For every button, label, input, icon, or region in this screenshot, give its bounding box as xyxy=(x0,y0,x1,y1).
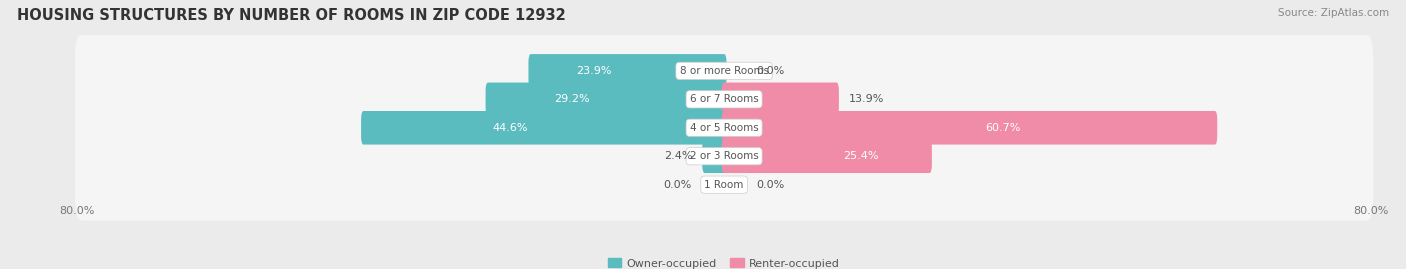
Text: 0.0%: 0.0% xyxy=(756,66,785,76)
FancyBboxPatch shape xyxy=(75,149,1374,221)
Text: 13.9%: 13.9% xyxy=(849,94,884,104)
Text: 23.9%: 23.9% xyxy=(576,66,612,76)
FancyBboxPatch shape xyxy=(721,111,1218,144)
FancyBboxPatch shape xyxy=(721,139,932,173)
FancyBboxPatch shape xyxy=(75,121,1374,192)
Text: 2 or 3 Rooms: 2 or 3 Rooms xyxy=(690,151,758,161)
FancyBboxPatch shape xyxy=(361,111,727,144)
Text: 1 Room: 1 Room xyxy=(704,180,744,190)
Text: HOUSING STRUCTURES BY NUMBER OF ROOMS IN ZIP CODE 12932: HOUSING STRUCTURES BY NUMBER OF ROOMS IN… xyxy=(17,8,565,23)
FancyBboxPatch shape xyxy=(702,139,727,173)
Text: 0.0%: 0.0% xyxy=(756,180,785,190)
FancyBboxPatch shape xyxy=(485,83,727,116)
Text: Source: ZipAtlas.com: Source: ZipAtlas.com xyxy=(1278,8,1389,18)
FancyBboxPatch shape xyxy=(75,35,1374,107)
Text: 4 or 5 Rooms: 4 or 5 Rooms xyxy=(690,123,758,133)
Text: 60.7%: 60.7% xyxy=(986,123,1021,133)
Text: 8 or more Rooms: 8 or more Rooms xyxy=(679,66,769,76)
Legend: Owner-occupied, Renter-occupied: Owner-occupied, Renter-occupied xyxy=(603,254,845,269)
Text: 25.4%: 25.4% xyxy=(844,151,879,161)
FancyBboxPatch shape xyxy=(529,54,727,88)
Text: 44.6%: 44.6% xyxy=(492,123,527,133)
Text: 6 or 7 Rooms: 6 or 7 Rooms xyxy=(690,94,758,104)
FancyBboxPatch shape xyxy=(75,92,1374,164)
Text: 0.0%: 0.0% xyxy=(664,180,692,190)
Text: 29.2%: 29.2% xyxy=(554,94,591,104)
FancyBboxPatch shape xyxy=(75,63,1374,135)
FancyBboxPatch shape xyxy=(721,83,839,116)
Text: 2.4%: 2.4% xyxy=(664,151,693,161)
